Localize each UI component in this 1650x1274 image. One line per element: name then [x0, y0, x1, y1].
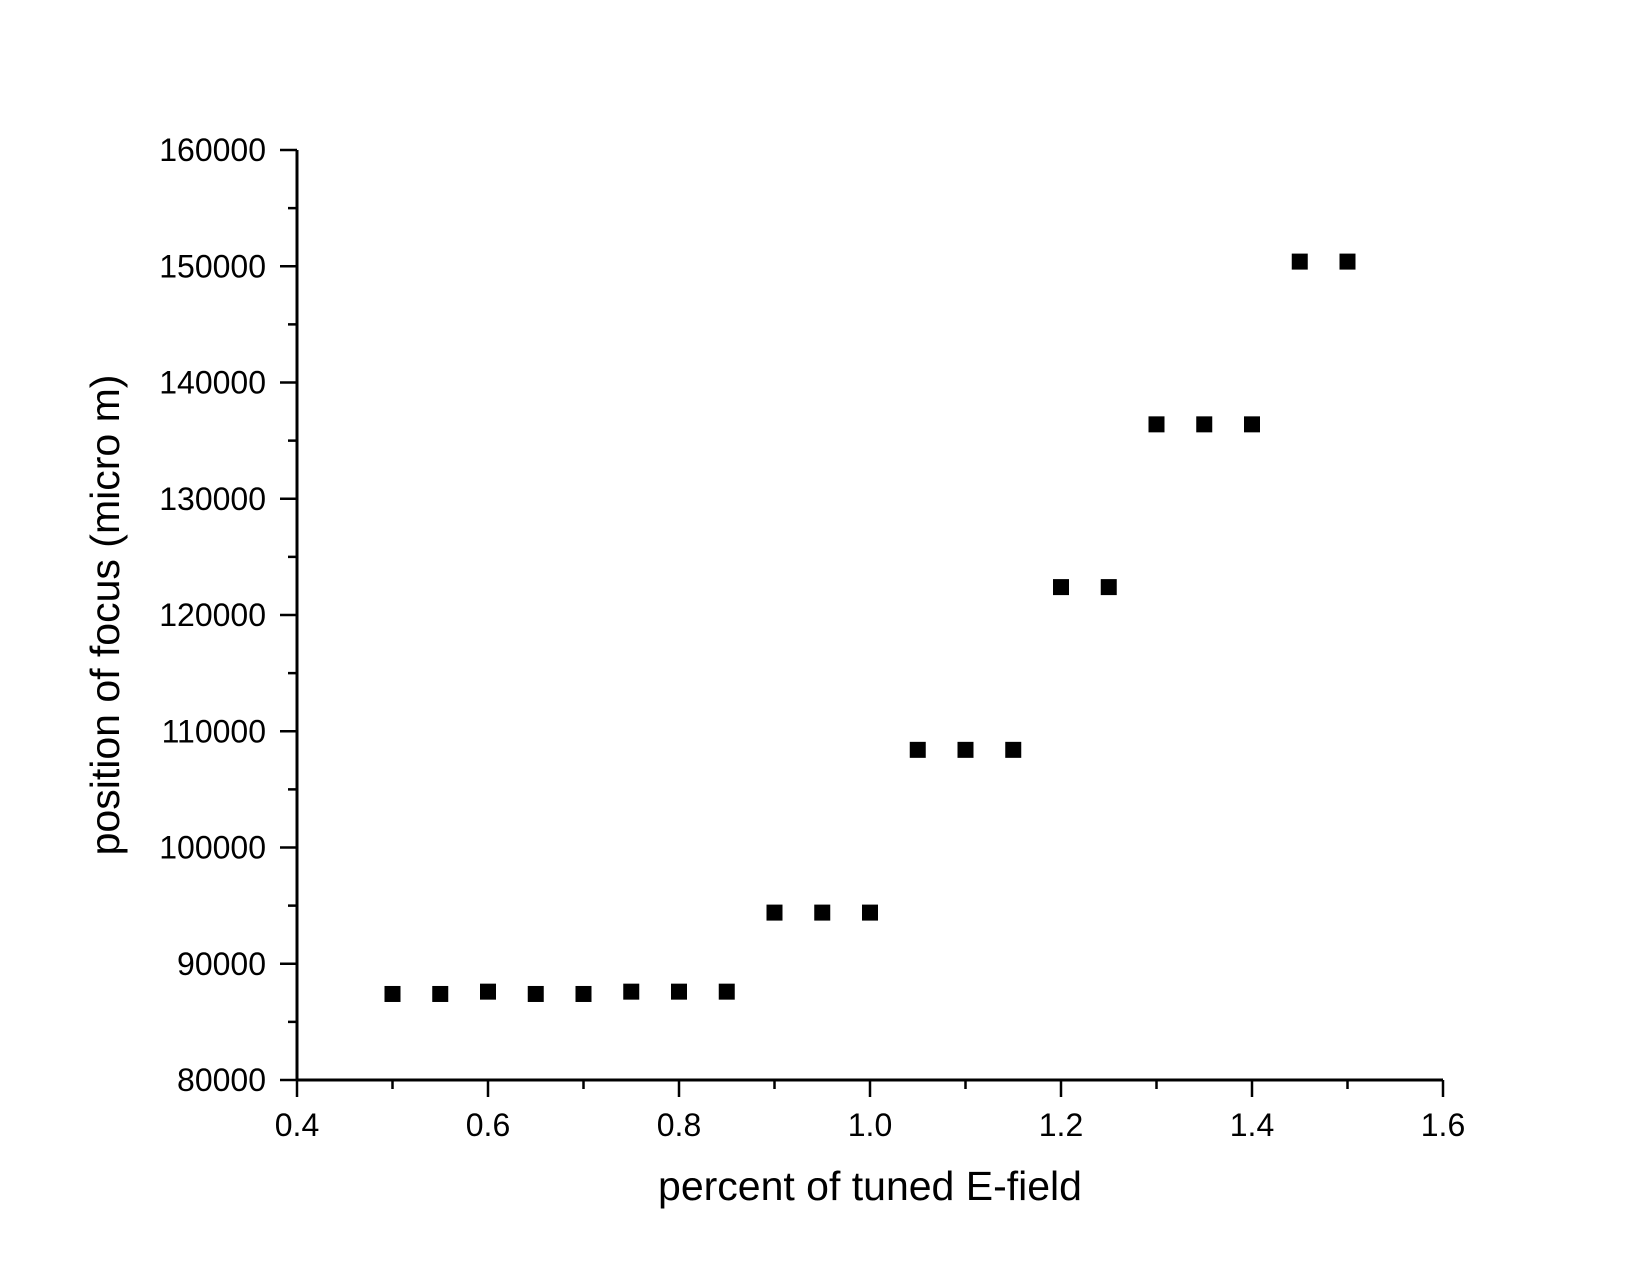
- axes: [295, 150, 1443, 1082]
- data-point-marker: [1005, 741, 1022, 758]
- data-points: [384, 253, 1356, 1002]
- data-point-marker: [623, 983, 640, 1000]
- y-tick-label: 100000: [159, 830, 266, 866]
- data-point-marker: [957, 741, 974, 758]
- y-tick-label: 130000: [159, 481, 266, 517]
- x-axis-title: percent of tuned E-field: [658, 1163, 1082, 1209]
- y-tick-label: 140000: [159, 365, 266, 401]
- data-point-marker: [1291, 253, 1308, 270]
- data-point-marker: [1339, 253, 1356, 270]
- data-point-marker: [909, 741, 926, 758]
- x-tick-label: 1.2: [1039, 1107, 1083, 1143]
- data-point-marker: [575, 985, 592, 1002]
- y-tick-label: 150000: [159, 248, 266, 284]
- y-axis-ticks: 80000 90000 100000 110000 120000 130000 140000…: [159, 132, 297, 1098]
- x-tick-label: 1.6: [1421, 1107, 1465, 1143]
- data-point-marker: [384, 985, 401, 1002]
- x-tick-label: 0.6: [466, 1107, 510, 1143]
- data-point-marker: [1053, 579, 1069, 596]
- y-tick-label: 120000: [159, 597, 266, 633]
- data-point-marker: [766, 904, 783, 921]
- x-tick-label: 0.4: [275, 1107, 319, 1143]
- data-point-marker: [1244, 416, 1260, 433]
- x-tick-label: 0.8: [657, 1107, 701, 1143]
- x-tick-label: 1.0: [848, 1107, 892, 1143]
- data-point-marker: [432, 985, 449, 1002]
- x-tick-label: 1.4: [1230, 1107, 1274, 1143]
- data-point-marker: [718, 983, 735, 1000]
- y-tick-label: 90000: [177, 946, 266, 982]
- data-point-marker: [480, 983, 496, 1000]
- data-point-marker: [1148, 416, 1165, 433]
- data-point-marker: [814, 904, 831, 921]
- data-point-marker: [1196, 416, 1213, 433]
- x-axis-ticks: 0.4 0.6 0.8 1.0 1.2 1.4 1.6: [275, 1080, 1465, 1143]
- data-point-marker: [1100, 579, 1117, 596]
- y-tick-label: 80000: [177, 1062, 266, 1098]
- data-point-marker: [862, 904, 878, 921]
- y-tick-label: 110000: [162, 713, 266, 749]
- data-point-marker: [527, 985, 544, 1002]
- y-tick-label: 160000: [159, 132, 266, 168]
- data-point-marker: [671, 983, 687, 1000]
- y-axis-title: position of focus (micro m): [82, 375, 128, 856]
